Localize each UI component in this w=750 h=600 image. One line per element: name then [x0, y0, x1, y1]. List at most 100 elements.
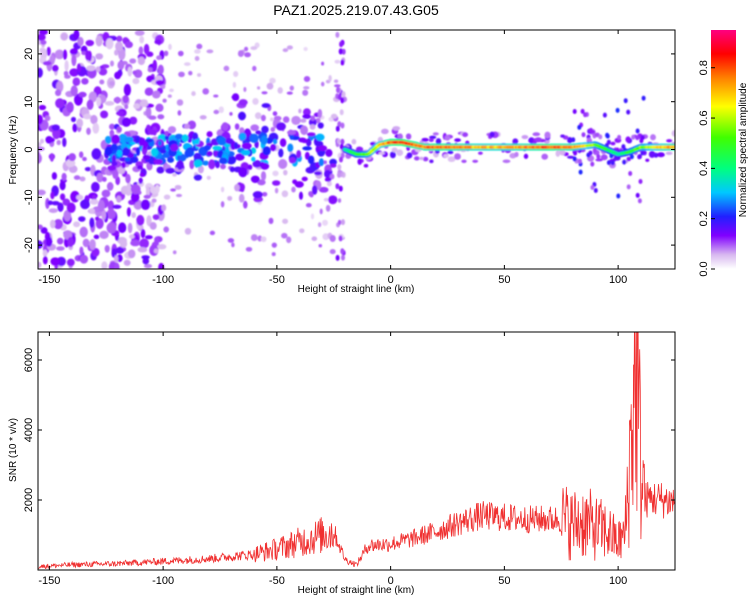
spectral-blob — [181, 134, 189, 143]
spectral-blob — [79, 176, 86, 182]
spectral-blob — [322, 219, 328, 226]
spectral-blob — [274, 187, 279, 194]
spectral-blob — [249, 133, 259, 144]
spectral-blob — [432, 132, 439, 136]
spectral-blob — [80, 199, 90, 210]
spectral-blob — [112, 204, 122, 209]
spectral-blob — [310, 213, 315, 220]
spectral-blob — [160, 83, 166, 90]
spectral-blob — [98, 67, 108, 76]
colorbar-tick-label: 0.4 — [698, 161, 710, 176]
spectral-blob — [250, 175, 260, 184]
spectral-blob — [472, 159, 479, 163]
spectral-blob — [213, 94, 219, 98]
spectral-blob — [302, 114, 312, 119]
spectral-blob — [96, 97, 102, 107]
spectral-blob — [39, 138, 45, 144]
spectral-blob — [123, 83, 132, 96]
spectral-blob — [106, 182, 114, 191]
spectral-blob — [645, 158, 650, 162]
spectral-blob — [286, 236, 292, 244]
spectral-blob — [206, 175, 211, 180]
spectral-blob — [276, 122, 286, 131]
spectral-blob — [172, 250, 177, 255]
spectral-blob — [162, 98, 167, 103]
spectral-blob — [73, 175, 81, 180]
spectral-blob — [307, 155, 315, 165]
spectral-blob — [260, 171, 267, 181]
spectral-blob — [42, 256, 48, 265]
spectral-blob — [419, 156, 424, 161]
spectral-blob — [129, 116, 138, 125]
spectral-blob — [142, 154, 151, 160]
spectral-blob — [106, 222, 117, 234]
spectral-blob — [155, 103, 164, 112]
spectral-blob — [132, 78, 140, 85]
spectral-blob — [82, 238, 90, 248]
spectral-blob — [139, 35, 145, 44]
spectral-blob — [281, 232, 288, 239]
spectral-blob — [157, 114, 165, 120]
spectral-blob — [334, 59, 341, 64]
spectral-blob — [573, 150, 578, 156]
spectral-blob — [191, 91, 196, 97]
spectral-blob — [47, 137, 55, 143]
spectral-blob — [71, 54, 77, 67]
spectral-blob — [183, 62, 191, 66]
spectral-blob — [101, 261, 108, 269]
spectral-blob — [312, 185, 318, 195]
spectral-blob — [254, 112, 262, 120]
spectral-blob — [250, 234, 258, 242]
spectral-blob — [136, 214, 145, 226]
spectral-blob — [286, 45, 293, 50]
spectral-blob — [105, 38, 114, 50]
spectral-blob — [287, 143, 294, 153]
spectral-blob — [95, 216, 100, 221]
spectral-blob — [577, 158, 582, 164]
spectral-blob — [54, 89, 62, 97]
spectral-blob — [67, 236, 74, 248]
spectral-blob — [127, 222, 133, 234]
spectral-blob — [428, 138, 434, 143]
spectral-blob — [60, 32, 69, 41]
spectral-blob — [329, 235, 336, 242]
spectral-blob — [50, 191, 55, 200]
spectral-blob — [118, 222, 127, 234]
spectral-blob — [127, 66, 133, 77]
spectral-blob — [96, 172, 104, 183]
y-tick-label: 4000 — [23, 418, 35, 442]
spectral-blob — [40, 39, 47, 45]
spectral-blob — [299, 228, 305, 234]
spectral-blob — [95, 35, 103, 47]
spectral-blob — [177, 110, 182, 116]
spectral-blob — [626, 156, 631, 162]
spectral-blob — [203, 145, 211, 151]
spectral-blob — [95, 218, 104, 229]
spectral-blob — [95, 66, 101, 73]
spectral-blob — [62, 49, 68, 60]
spectral-blob — [189, 159, 195, 170]
spectral-blob — [311, 236, 318, 241]
spectral-blob — [154, 184, 160, 194]
spectral-blob — [197, 73, 202, 77]
spectral-blob — [615, 107, 620, 113]
spectral-blob — [193, 152, 202, 160]
spectral-blob — [339, 41, 344, 48]
spectral-blob — [247, 164, 253, 170]
spectral-blob — [89, 217, 95, 228]
spectral-blob — [340, 138, 345, 145]
spectral-blob — [38, 224, 43, 230]
spectral-blob — [143, 263, 153, 269]
spectral-blob — [617, 134, 622, 140]
spectral-blob — [341, 254, 345, 261]
spectral-blob — [447, 156, 456, 163]
spectral-blob — [245, 246, 253, 252]
spectral-blob — [413, 156, 420, 161]
spectral-blob — [271, 242, 277, 248]
spectral-blob — [209, 230, 216, 236]
spectral-blob — [626, 184, 631, 190]
spectral-blob — [323, 197, 329, 202]
spectral-blob — [337, 164, 342, 171]
y-tick-label: 2000 — [23, 488, 35, 512]
spectral-blob — [300, 125, 309, 136]
